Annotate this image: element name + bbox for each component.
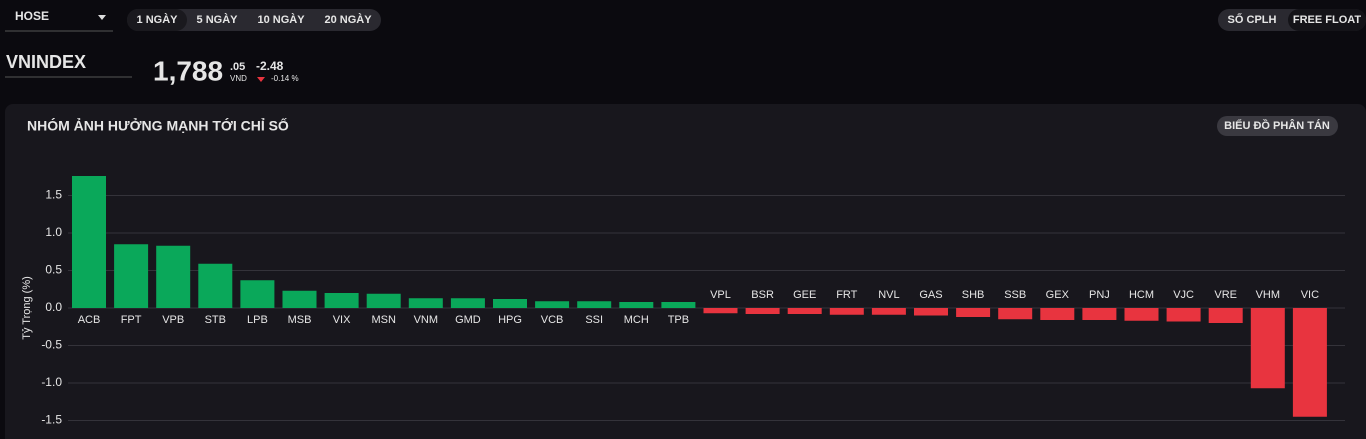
bar: [661, 302, 696, 308]
y-axis-label: Tỷ Trọng (%): [21, 276, 33, 340]
button-label[interactable]: BIỂU ĐỒ PHÂN TÁN: [1224, 119, 1330, 132]
x-tick-label: MSN: [371, 314, 396, 326]
bar: [871, 308, 906, 315]
exchange-dropdown[interactable]: HOSE: [5, 9, 113, 32]
x-tick-label: HCM: [1129, 289, 1154, 301]
bar: [198, 263, 233, 308]
bar: [366, 293, 401, 308]
x-tick-label: VNM: [414, 314, 438, 326]
bar: [1166, 308, 1201, 322]
bar: [114, 244, 149, 308]
bar: [1082, 308, 1117, 320]
price-decimals: .05: [230, 61, 245, 73]
x-tick-label: SSB: [1004, 289, 1026, 301]
bar: [535, 301, 570, 308]
x-tick-label: FPT: [121, 314, 142, 326]
y-tick-label: -1.5: [41, 413, 62, 427]
change: -2.48: [256, 59, 284, 73]
x-tick-label: TPB: [668, 314, 689, 326]
x-tick-label: PNJ: [1089, 289, 1110, 301]
bar: [450, 298, 485, 308]
scatter-button[interactable]: [1217, 116, 1338, 136]
x-tick-label: VHM: [1256, 289, 1280, 301]
panel: [5, 104, 1366, 439]
x-tick-label: GEE: [793, 289, 816, 301]
x-tick-label: NVL: [878, 289, 899, 301]
x-tick-label: VPL: [710, 289, 731, 301]
x-tick-label: HPG: [498, 314, 522, 326]
bar: [282, 290, 317, 308]
index-name: VNINDEX: [6, 52, 86, 72]
bar: [1208, 308, 1243, 323]
active-tab: [127, 9, 187, 31]
period-tab[interactable]: 10 NGÀY: [257, 13, 305, 26]
y-tick-label: 0.0: [45, 300, 62, 314]
x-tick-label: VPB: [162, 314, 184, 326]
bar: [703, 308, 738, 314]
x-tick-label: GEX: [1046, 289, 1070, 301]
bar: [324, 293, 359, 308]
bar: [1292, 308, 1327, 417]
bar: [956, 308, 991, 317]
bar: [577, 301, 612, 308]
x-tick-label: VIX: [333, 314, 351, 326]
x-tick-label: VRE: [1214, 289, 1237, 301]
y-tick-label: 1.0: [45, 225, 62, 239]
change-pct: -0.14 %: [271, 74, 299, 83]
period-tabs: [127, 9, 381, 31]
bar: [1124, 308, 1159, 321]
down-arrow: [257, 77, 265, 82]
currency: VND: [230, 74, 247, 83]
x-tick-label: FRT: [836, 289, 857, 301]
toggle-option[interactable]: SỐ CPLH: [1228, 12, 1277, 26]
price: 1,788: [153, 55, 223, 86]
period-tab[interactable]: 1 NGÀY: [137, 13, 179, 26]
x-tick-label: SHB: [962, 289, 985, 301]
x-tick-label: STB: [205, 314, 226, 326]
x-tick-label: VJC: [1173, 289, 1194, 301]
bar: [408, 298, 443, 308]
bar: [914, 308, 948, 316]
bar: [1040, 308, 1075, 320]
bar: [72, 176, 106, 308]
chart-title: NHÓM ẢNH HƯỞNG MẠNH TỚI CHỈ SỐ: [27, 117, 289, 134]
y-tick-label: -0.5: [41, 338, 62, 352]
active-toggle: [1288, 9, 1366, 31]
bar: [1250, 308, 1285, 389]
x-tick-label: SSI: [585, 314, 603, 326]
x-tick-label: GAS: [919, 289, 942, 301]
bar: [156, 245, 191, 308]
x-tick-label: MCH: [624, 314, 649, 326]
bar: [998, 308, 1033, 320]
bar: [493, 299, 527, 308]
x-tick-label: GMD: [455, 314, 481, 326]
y-tick-label: 1.5: [45, 188, 62, 202]
dropdown-arrow: [98, 15, 106, 20]
x-tick-label: ACB: [78, 314, 101, 326]
x-tick-label: VCB: [541, 314, 564, 326]
x-tick-label: BSR: [751, 289, 774, 301]
toggle-option[interactable]: FREE FLOAT: [1293, 14, 1362, 26]
bar: [745, 308, 780, 314]
bar: [829, 308, 864, 315]
y-tick-label: 0.5: [45, 263, 62, 277]
bar: [787, 308, 822, 314]
bar: [619, 302, 654, 308]
bar: [240, 280, 275, 308]
x-tick-label: LPB: [247, 314, 268, 326]
exchange: HOSE: [15, 9, 49, 23]
period-tab[interactable]: 5 NGÀY: [197, 13, 239, 26]
x-tick-label: VIC: [1301, 289, 1319, 301]
period-tab[interactable]: 20 NGÀY: [324, 13, 372, 26]
y-tick-label: -1.0: [41, 375, 62, 389]
x-tick-label: MSB: [288, 314, 312, 326]
